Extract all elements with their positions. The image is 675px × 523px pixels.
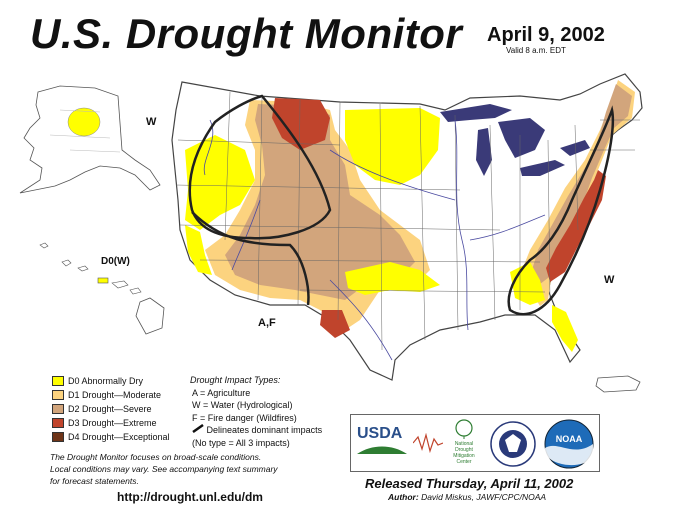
author-credit: Author: David Miskus, JAWF/CPC/NOAA [388, 492, 546, 502]
noaa-logo-icon: NOAA [544, 419, 594, 469]
hawaii-d0-area [97, 277, 109, 284]
impact-types: Drought Impact Types: A = Agriculture W … [190, 374, 322, 449]
usda-logo-text: USDA [357, 425, 403, 442]
impact-label-w-northwest: W [146, 116, 157, 128]
notes-line-1: The Drought Monitor focuses on broad-sca… [50, 452, 262, 462]
valid-time: Valid 8 a.m. EDT [506, 46, 566, 55]
ndmc-line-4: Center [456, 459, 472, 465]
d0-north-plains [345, 108, 440, 185]
legend-item-d2: D2 Drought—Severe [52, 403, 152, 415]
legend-label-d3: D3 Drought—Extreme [68, 418, 157, 428]
legend-item-d3: D3 Drought—Extreme [52, 417, 157, 429]
alaska-d0-area [67, 107, 101, 137]
released-date: Released Thursday, April 11, 2002 [365, 476, 574, 491]
ndmc-wave-icon [413, 433, 443, 453]
hawaii [39, 242, 165, 335]
impact-line-key: Delineates dominant impacts [190, 423, 323, 437]
d3-mid-atlantic [546, 170, 606, 282]
impact-label-w-east: W [604, 274, 615, 286]
impact-water: W = Water (Hydrological) [192, 400, 293, 410]
impact-agriculture: A = Agriculture [192, 387, 251, 398]
ndmc-logo: National Drought Mitigation Center [446, 419, 482, 465]
legend-item-d4: D4 Drought—Exceptional [52, 431, 170, 443]
d3-west-texas [320, 310, 350, 338]
impact-fire: F = Fire danger (Wildfires) [192, 412, 297, 423]
ndmc-tree-icon [455, 419, 473, 439]
sponsor-logos: USDA National Drought Mitigation Center … [350, 414, 600, 472]
d0-florida [552, 305, 578, 352]
impact-line-southwest [191, 211, 310, 306]
ndmc-line-2: Drought [455, 447, 473, 453]
website-link[interactable]: http://drought.unl.edu/dm [117, 490, 263, 504]
state-boundaries [175, 91, 640, 351]
d0-south-plains [345, 262, 440, 295]
alaska [19, 85, 161, 194]
notes-line-3: for forecast statements. [50, 476, 139, 486]
impact-heading: Drought Impact Types: [190, 375, 281, 385]
puerto-rico [595, 375, 641, 393]
d0-california [185, 225, 212, 275]
legend-swatch-d1 [52, 390, 64, 400]
notes: The Drought Monitor focuses on broad-sca… [50, 451, 278, 487]
impact-no-type: (No type = All 3 impacts) [192, 437, 290, 448]
impact-boundaries [188, 94, 615, 316]
impact-line-label: Delineates dominant impacts [206, 425, 323, 435]
map-date: April 9, 2002 [487, 24, 605, 46]
alaska-outline [19, 85, 161, 194]
d3-montana [272, 98, 330, 150]
usda-logo-hill [357, 446, 407, 454]
map-title: U.S. Drought Monitor [30, 10, 463, 57]
great-lakes [440, 104, 590, 176]
usda-logo: USDA [357, 425, 407, 461]
commerce-seal-icon [490, 421, 536, 467]
author-name: David Miskus, JAWF/CPC/NOAA [421, 492, 547, 502]
legend-swatch-d3 [52, 418, 64, 428]
legend-item-d1: D1 Drought—Moderate [52, 389, 161, 401]
legend-item-d0: D0 Abnormally Dry [52, 375, 143, 387]
legend-swatch-d2 [52, 404, 64, 414]
legend-label-d0: D0 Abnormally Dry [68, 376, 144, 386]
legend-swatch-d0 [52, 376, 64, 386]
rivers [203, 119, 546, 361]
legend-swatch-d4 [52, 432, 64, 442]
ndmc-line-3: Mitigation [453, 453, 475, 459]
ndmc-line-1: National [454, 441, 474, 447]
notes-line-2: Local conditions may vary. See accompany… [50, 464, 278, 474]
impact-label-af: A,F [258, 317, 276, 329]
impact-label-d0w-hawaii: D0(W) [101, 256, 130, 267]
impact-line-icon [192, 423, 204, 434]
legend-label-d1: D1 Drought—Moderate [68, 390, 162, 400]
legend-label-d4: D4 Drought—Exceptional [68, 432, 170, 442]
d0-northwest [185, 135, 255, 230]
noaa-logo-text: NOAA [556, 434, 583, 444]
legend-label-d2: D2 Drought—Severe [68, 404, 152, 414]
d2-west [225, 104, 415, 300]
impact-line-east [507, 105, 615, 316]
author-label: Author: [388, 492, 419, 502]
d2-east [532, 84, 632, 284]
